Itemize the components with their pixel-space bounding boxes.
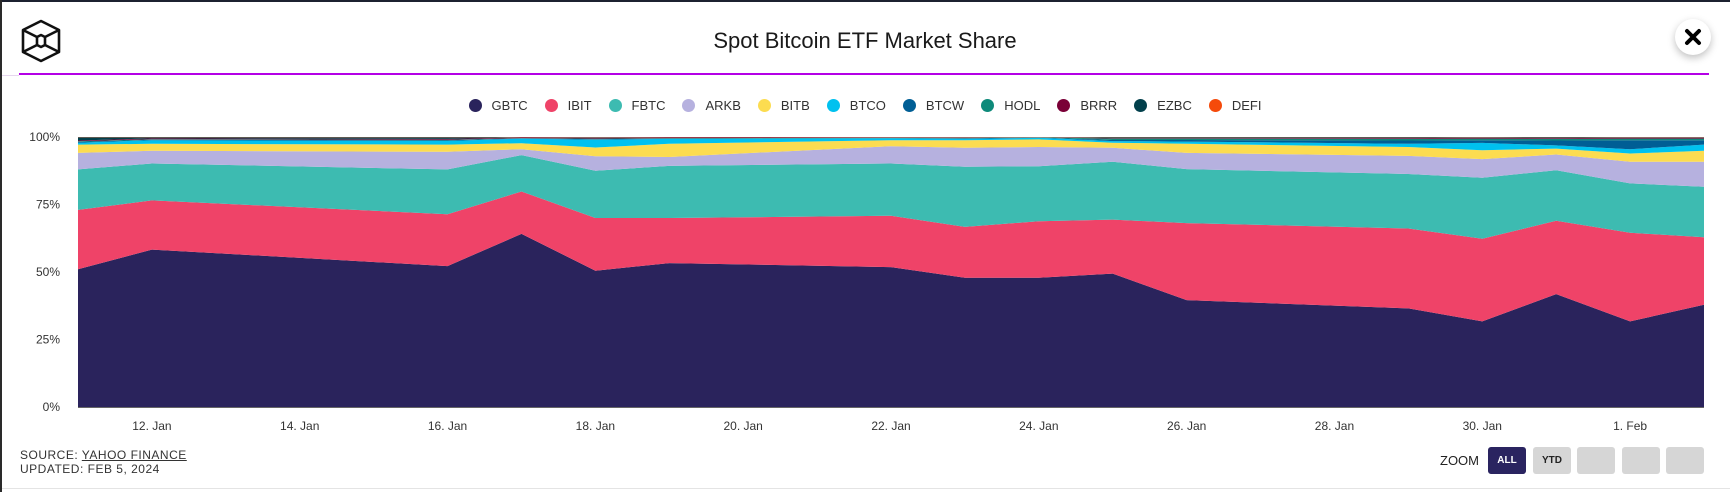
legend-label: BITB xyxy=(780,98,810,113)
zoom-ytd-button[interactable]: YTD xyxy=(1533,447,1571,474)
legend-item-defi[interactable]: DEFI xyxy=(1208,98,1262,113)
legend-dot-icon xyxy=(544,99,558,112)
area-series-ibit[interactable] xyxy=(78,191,1704,322)
bottom-divider xyxy=(2,488,1730,489)
legend-dot-icon xyxy=(1208,99,1222,112)
legend-item-gbtc[interactable]: GBTC xyxy=(468,98,528,113)
zoom-label: ZOOM xyxy=(1440,453,1479,468)
legend-item-ezbc[interactable]: EZBC xyxy=(1134,98,1192,113)
legend-label: FBTC xyxy=(631,98,666,113)
y-tick-label: 25% xyxy=(36,333,60,347)
x-tick-label: 12. Jan xyxy=(132,419,171,433)
legend-dot-icon xyxy=(902,99,916,112)
source-footer: SOURCE: YAHOO FINANCE UPDATED: FEB 5, 20… xyxy=(20,448,187,476)
x-tick-label: 22. Jan xyxy=(871,419,910,433)
legend-label: EZBC xyxy=(1157,98,1192,113)
source-prefix: SOURCE: xyxy=(20,448,82,462)
zoom-button-5[interactable] xyxy=(1666,447,1704,474)
updated-date: UPDATED: FEB 5, 2024 xyxy=(20,462,160,476)
legend-item-btcw[interactable]: BTCW xyxy=(902,98,965,113)
legend-label: HODL xyxy=(1004,98,1041,113)
legend-item-ibit[interactable]: IBIT xyxy=(544,98,592,113)
legend-label: ARKB xyxy=(705,98,741,113)
zoom-button-3[interactable] xyxy=(1577,447,1615,474)
y-tick-label: 50% xyxy=(36,265,60,279)
legend-item-arkb[interactable]: ARKB xyxy=(682,98,741,113)
legend-dot-icon xyxy=(468,99,482,112)
legend-label: DEFI xyxy=(1231,98,1262,113)
legend-label: BRRR xyxy=(1080,98,1118,113)
legend-dot-icon xyxy=(981,99,995,112)
header-divider xyxy=(19,73,1709,75)
window-left-border xyxy=(0,0,2,492)
source-link[interactable]: YAHOO FINANCE xyxy=(81,448,187,462)
legend-item-bitb[interactable]: BITB xyxy=(757,98,810,113)
area-series-arkb[interactable] xyxy=(78,146,1704,187)
x-tick-label: 16. Jan xyxy=(428,419,467,433)
x-tick-label: 24. Jan xyxy=(1019,419,1058,433)
area-series-brrr[interactable] xyxy=(78,137,1704,142)
legend-dot-icon xyxy=(682,99,696,112)
legend-label: BTCO xyxy=(849,98,886,113)
y-tick-label: 75% xyxy=(36,198,60,212)
x-tick-label: 26. Jan xyxy=(1167,419,1206,433)
legend-item-brrr[interactable]: BRRR xyxy=(1057,98,1117,113)
chart-legend: GBTC IBIT FBTC ARKB BITB BTCO BTCW HODL BRRR EZBC… xyxy=(0,98,1730,113)
x-tick-label: 1. Feb xyxy=(1613,419,1647,433)
area-series-fbtc[interactable] xyxy=(78,155,1704,239)
x-tick-label: 20. Jan xyxy=(723,419,762,433)
legend-dot-icon xyxy=(1134,99,1148,112)
legend-dot-icon xyxy=(826,99,840,112)
legend-item-btco[interactable]: BTCO xyxy=(826,98,886,113)
area-series-btcw[interactable] xyxy=(78,137,1704,150)
window-top-border xyxy=(0,0,1730,2)
x-tick-label: 18. Jan xyxy=(576,419,615,433)
zoom-button-4[interactable] xyxy=(1622,447,1660,474)
x-tick-label: 30. Jan xyxy=(1463,419,1502,433)
chart-title: Spot Bitcoin ETF Market Share xyxy=(713,28,1017,53)
legend-dot-icon xyxy=(608,99,622,112)
legend-dot-icon xyxy=(757,99,771,112)
area-series-gbtc[interactable] xyxy=(78,233,1704,407)
legend-item-fbtc[interactable]: FBTC xyxy=(608,98,666,113)
close-button[interactable] xyxy=(1675,19,1711,55)
x-tick-label: 14. Jan xyxy=(280,419,319,433)
zoom-all-button[interactable]: ALL xyxy=(1488,447,1526,474)
area-series-ezbc[interactable] xyxy=(78,137,1704,141)
header-divider-faint xyxy=(2,75,19,76)
x-tick-label: 28. Jan xyxy=(1315,419,1354,433)
y-tick-label: 100% xyxy=(29,130,60,144)
legend-label: BTCW xyxy=(925,98,965,113)
legend-item-hodl[interactable]: HODL xyxy=(981,98,1040,113)
area-series-btco[interactable] xyxy=(78,137,1704,154)
close-x-icon xyxy=(1685,29,1701,45)
legend-dot-icon xyxy=(1057,99,1071,112)
area-series-bitb[interactable] xyxy=(78,139,1704,162)
hexagon-cube-logo-icon xyxy=(21,19,61,63)
legend-label: IBIT xyxy=(567,98,592,113)
legend-label: GBTC xyxy=(491,98,528,113)
y-tick-label: 0% xyxy=(43,400,61,414)
area-series-hodl[interactable] xyxy=(78,137,1704,142)
